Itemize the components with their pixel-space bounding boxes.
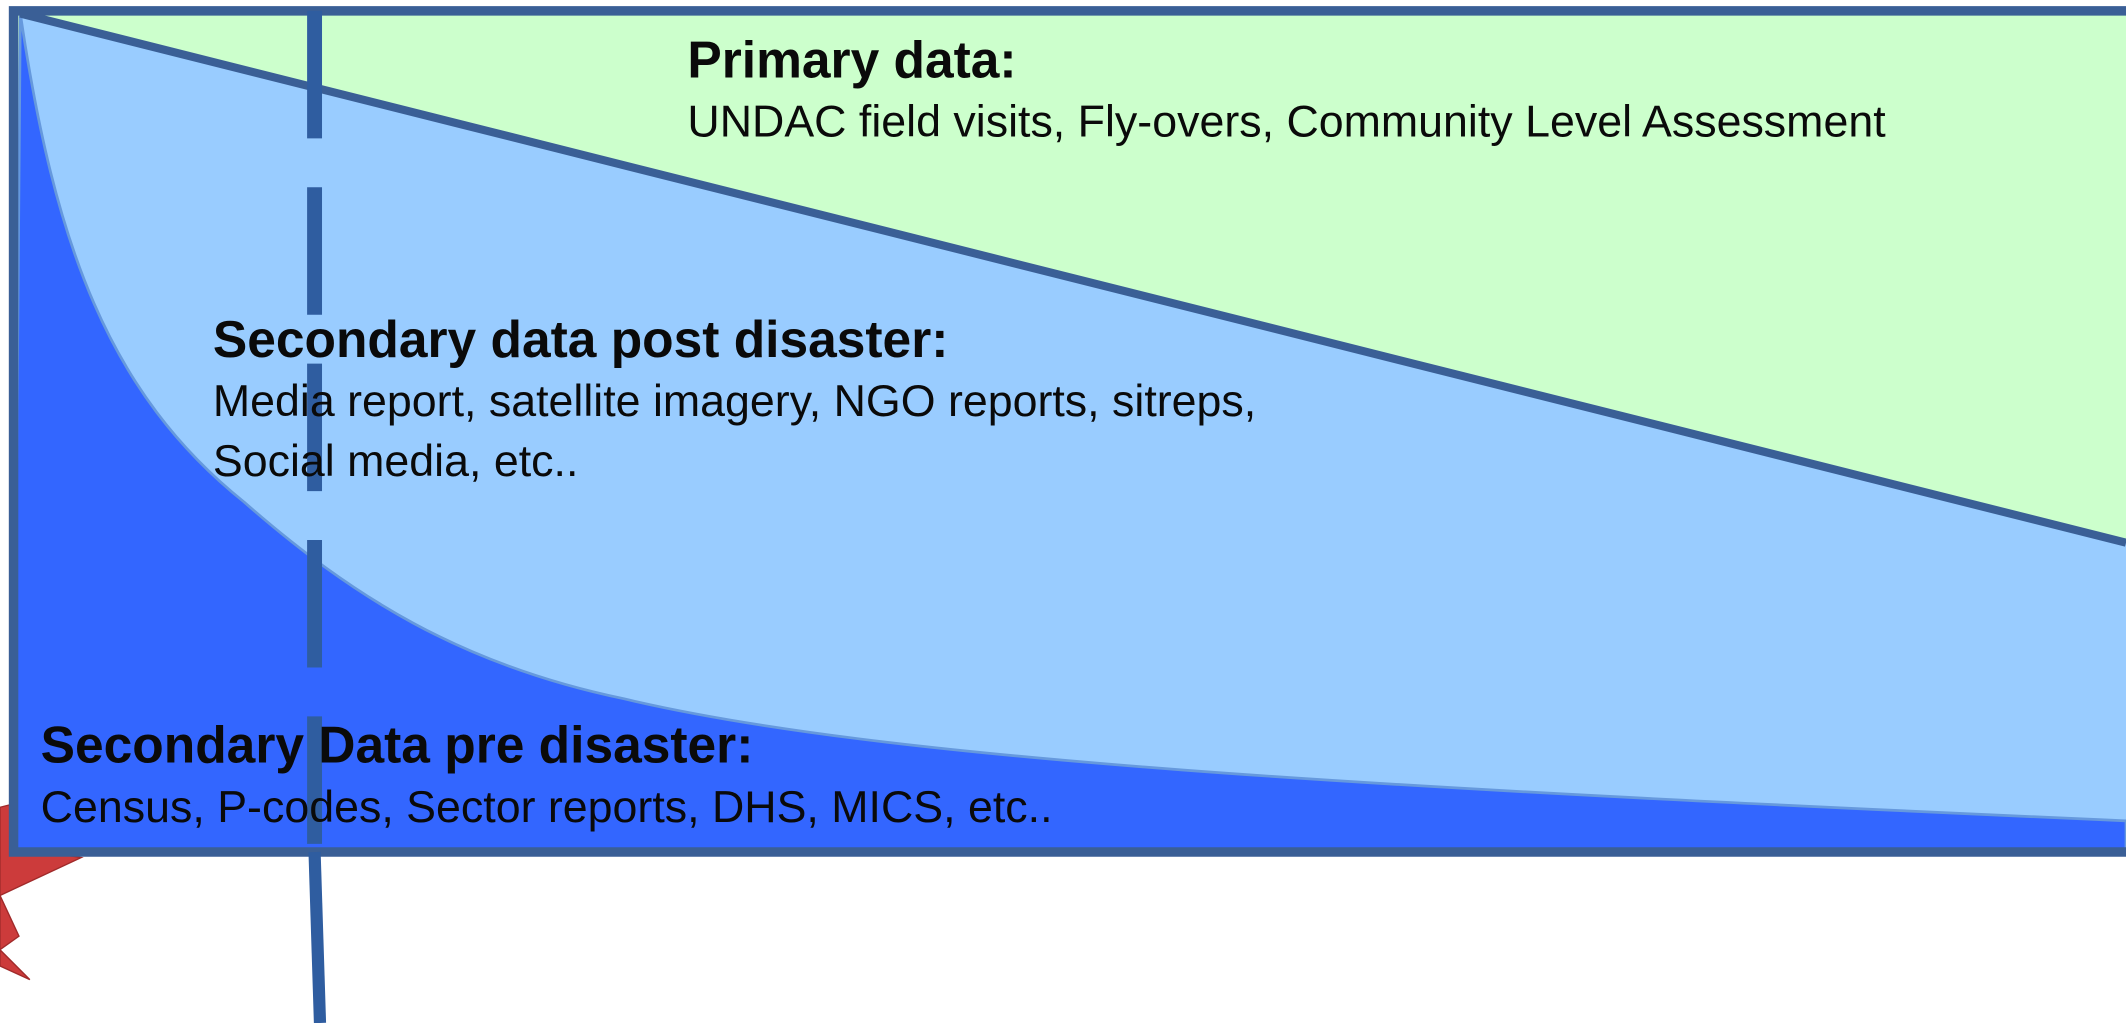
post-disaster-area: [13, 13, 2126, 853]
timeline-tail: [308, 851, 327, 1023]
diagonal-line: [19, 9, 2126, 547]
post-line: Media report, satellite imagery, NGO rep…: [213, 376, 1256, 426]
pre-detail: Census, P-codes, Sector reports, DHS, MI…: [41, 782, 1053, 832]
frame: [8, 6, 2126, 857]
pre-disaster-area: [12, 13, 2126, 854]
post-line: Social media, etc..: [213, 436, 579, 486]
pre-title: Secondary Data pre disaster:: [41, 716, 754, 774]
primary-detail: UNDAC field visits, Fly-overs, Community…: [687, 97, 1886, 147]
primary-title: Primary data:: [687, 30, 1016, 88]
post-title: Secondary data post disaster:: [213, 310, 949, 368]
